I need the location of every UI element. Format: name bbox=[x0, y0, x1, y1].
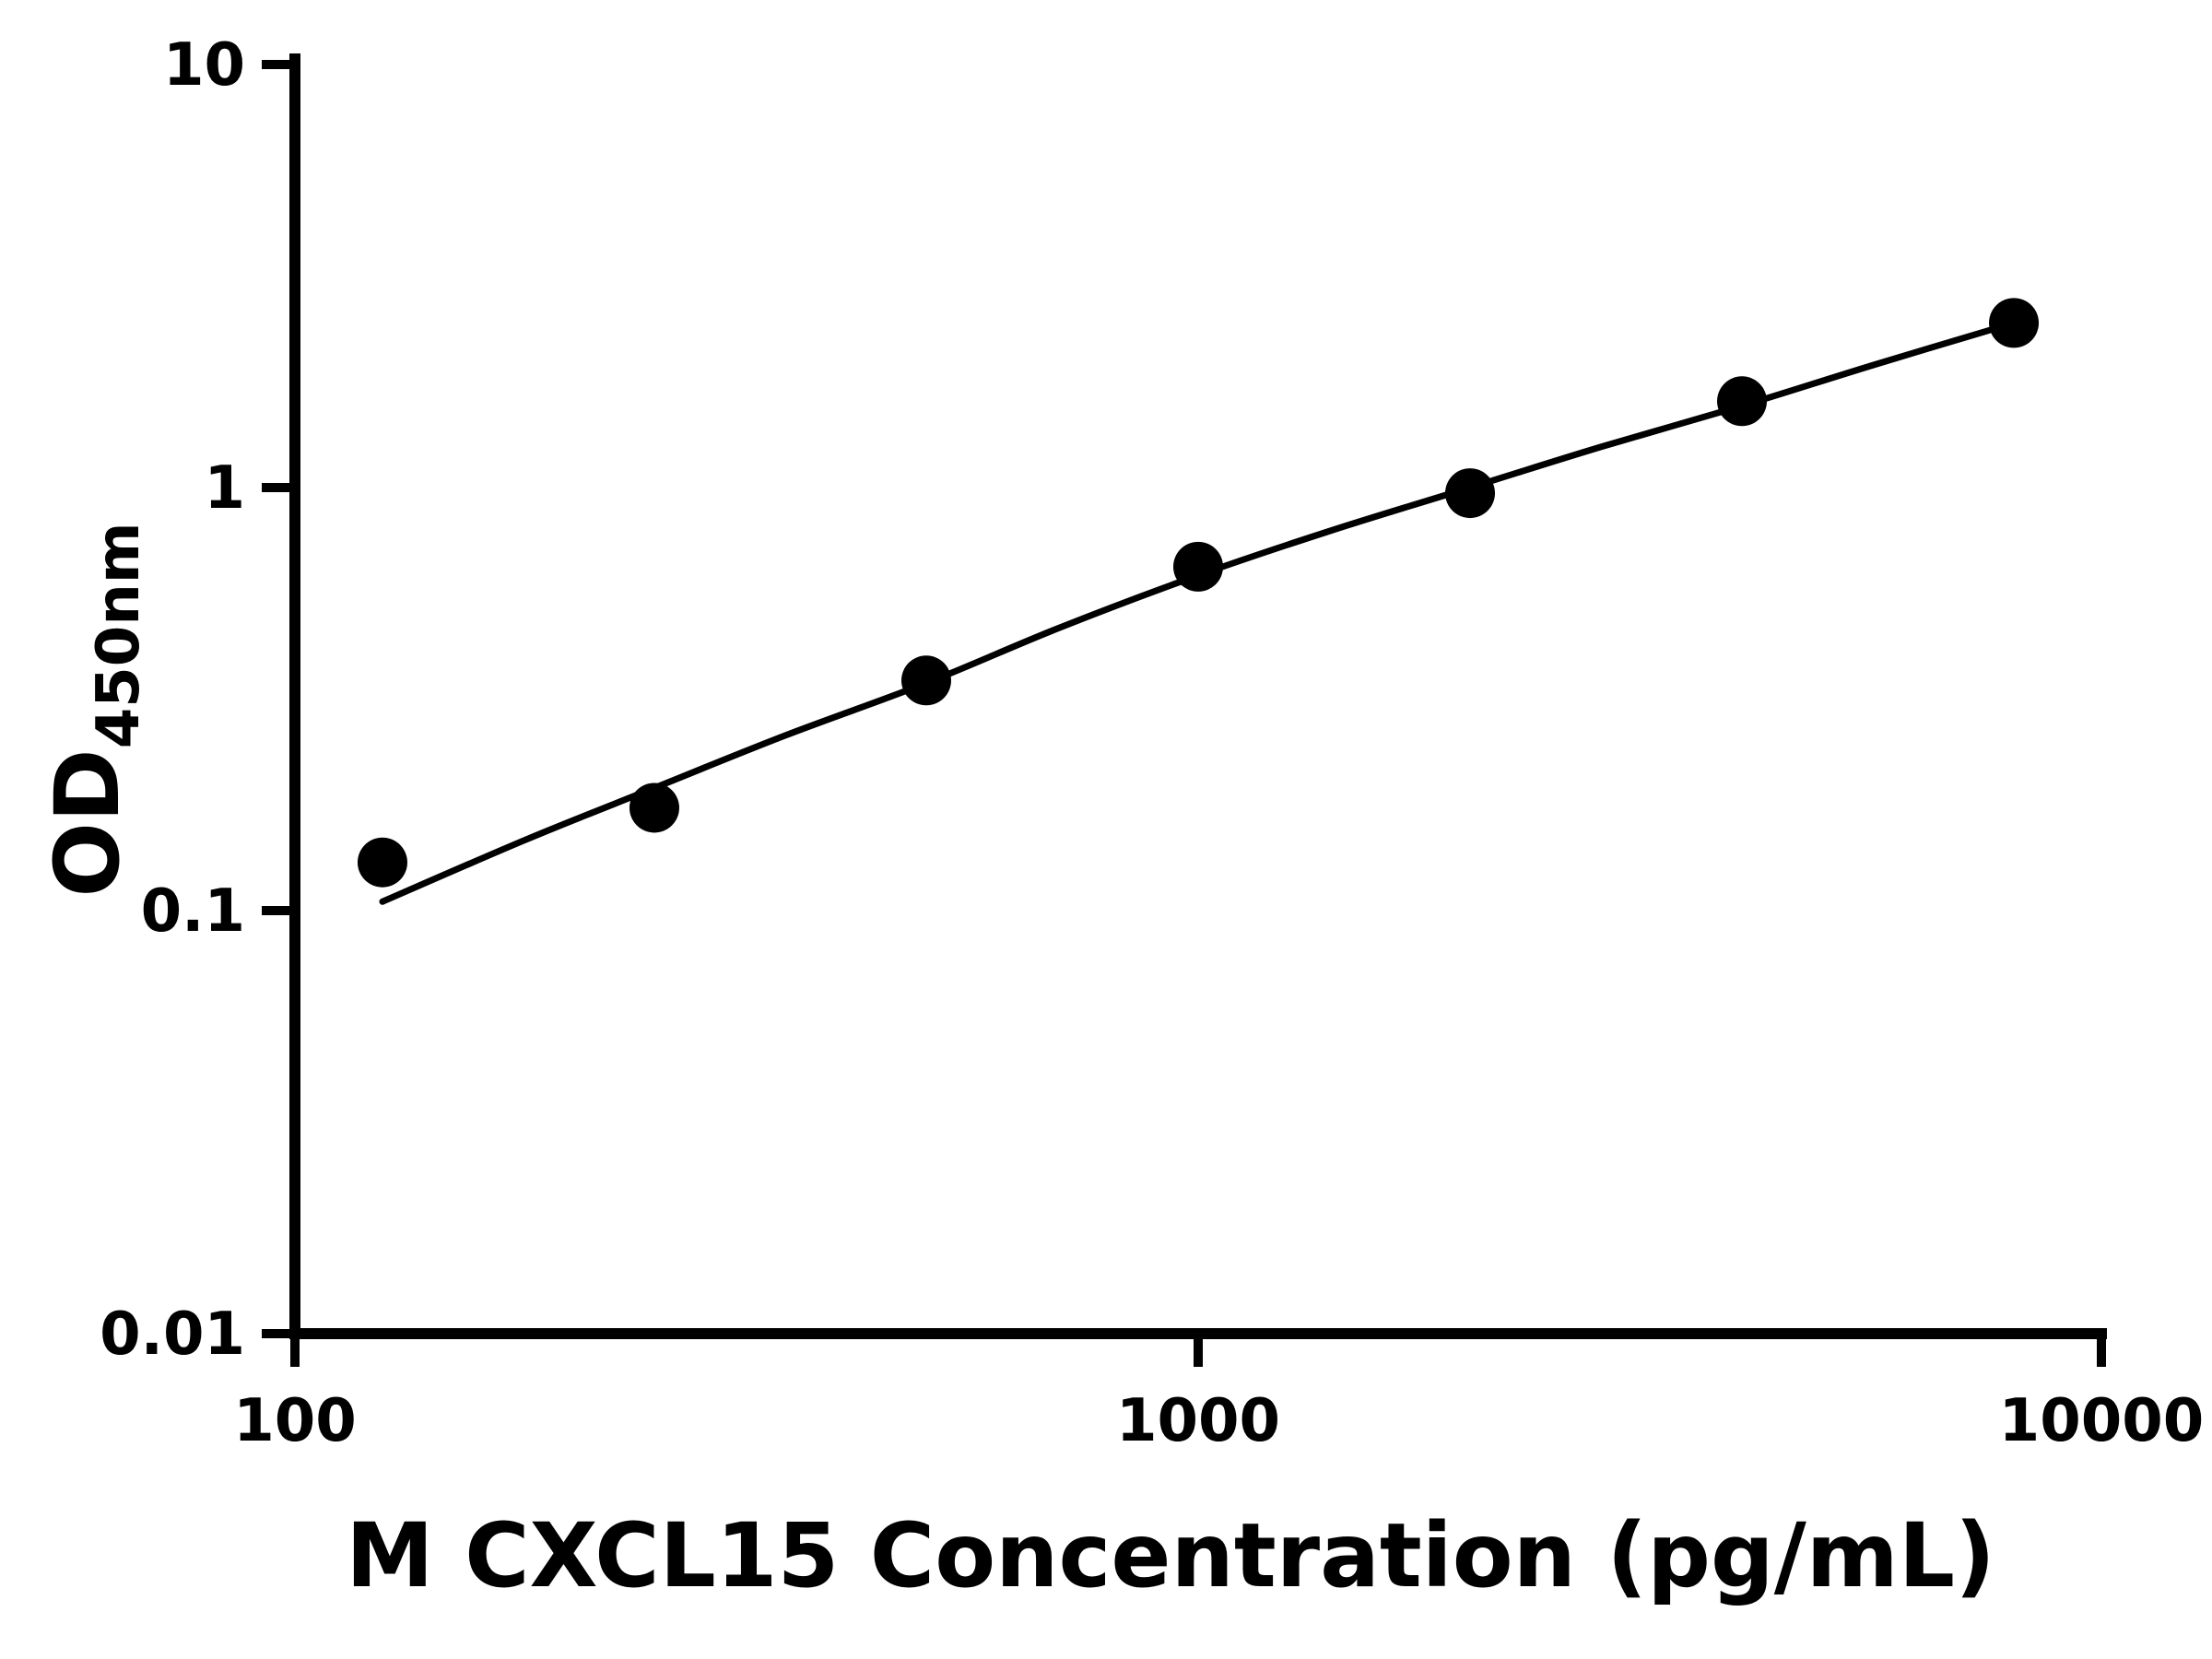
y-tick-label: 0.01 bbox=[100, 1300, 245, 1369]
y-axis-title: OD450nm bbox=[36, 522, 153, 898]
data-point bbox=[1989, 298, 2040, 348]
y-tick-label: 10 bbox=[163, 31, 245, 100]
x-tick-label: 1000 bbox=[1116, 1387, 1280, 1455]
y-tick-label: 0.1 bbox=[141, 877, 245, 946]
data-point bbox=[629, 782, 679, 833]
data-point bbox=[1717, 376, 1768, 427]
data-point bbox=[1445, 468, 1496, 519]
y-tick-label: 1 bbox=[204, 454, 245, 523]
data-point bbox=[1173, 541, 1223, 592]
y-axis-title-subscript: 450nm bbox=[85, 522, 153, 749]
x-axis-title: M CXCL15 Concentration (pg/mL) bbox=[346, 1504, 1995, 1607]
fit-curve bbox=[379, 319, 2018, 905]
data-point bbox=[357, 837, 407, 888]
data-point bbox=[900, 655, 951, 706]
y-axis-title-main: OD bbox=[36, 748, 139, 898]
x-tick-label: 10000 bbox=[1999, 1387, 2205, 1455]
x-tick-label: 100 bbox=[233, 1387, 357, 1455]
